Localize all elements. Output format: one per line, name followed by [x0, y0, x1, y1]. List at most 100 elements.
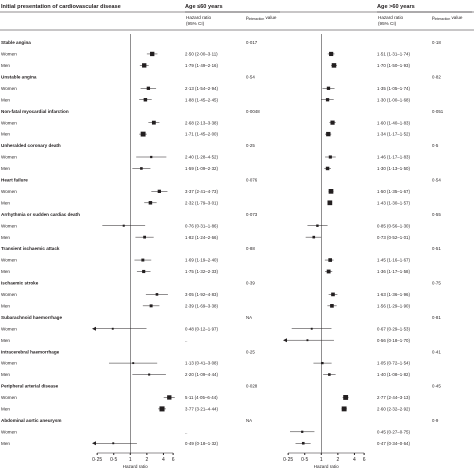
p-interaction-value: NA — [246, 315, 252, 320]
hazard-ratio-point — [151, 120, 156, 125]
hazard-ratio-value: 1·60 (1·40–1·83) — [377, 120, 410, 125]
hazard-ratio-point — [301, 430, 304, 433]
hazard-ratio-value: 1·63 (1·36–1·96) — [377, 292, 410, 297]
hazard-ratio-value: 2·68 (2·13–3·38) — [185, 120, 218, 125]
sex-label: Women — [1, 292, 17, 297]
sex-label: Women — [1, 189, 17, 194]
hazard-ratio-value: 3·77 (3·21–4·44) — [185, 407, 218, 412]
p-interaction-value: 0·88 — [246, 246, 255, 251]
hazard-ratio-value: 1·40 (1·08–1·82) — [377, 372, 410, 377]
x-tick-label: 1 — [320, 457, 323, 463]
p-interaction-value: 0·076 — [246, 178, 258, 183]
hazard-ratio-point — [132, 362, 135, 365]
hazard-ratio-value: .. — [185, 429, 187, 434]
ci-clip-arrow — [92, 441, 96, 446]
p-interaction-value: 0·25 — [246, 349, 255, 354]
sex-label: Men — [1, 407, 10, 412]
x-tick-label: 6 — [363, 457, 366, 463]
hazard-ratio-header: Hazard ratio — [378, 15, 403, 20]
hazard-ratio-point — [167, 395, 172, 400]
p-interaction-value: 0·54 — [432, 178, 441, 183]
p-suffix: value — [450, 15, 463, 20]
sex-label: Men — [1, 166, 10, 171]
hazard-ratio-point — [150, 155, 153, 159]
hazard-ratio-value: 2·40 (1·28–4·52) — [185, 155, 218, 160]
p-interaction-value: 0·41 — [432, 349, 441, 354]
hazard-ratio-point — [142, 269, 146, 274]
hazard-ratio-point — [343, 395, 349, 400]
hazard-ratio-point — [329, 51, 334, 57]
x-axis: 0·25 0·5 1 2 4 6 Hazard ratio — [92, 452, 175, 469]
p-interaction-value: 0·051 — [432, 109, 444, 114]
sex-label: Men — [1, 63, 10, 68]
x-axis: 0·25 0·5 1 2 4 6 Hazard ratio — [283, 452, 366, 469]
hazard-ratio-value: 1·51 (1·31–1·74) — [377, 52, 410, 57]
p-interaction-value: 0·028 — [246, 384, 258, 389]
outcome-label: Heart failure — [1, 178, 28, 183]
axis-layer: 0·25 0·5 1 2 4 6 Hazard ratio 0·25 0·5 1 2 4 6 Hazard… — [92, 452, 366, 469]
hazard-ratio-value: 5·11 (4·05–6·44) — [185, 395, 218, 400]
hazard-ratio-value: 0·76 (0·31–1·86) — [185, 223, 218, 228]
hazard-ratio-point — [111, 327, 114, 330]
hazard-ratio-point — [148, 373, 151, 376]
hazard-ratio-value: 1·56 (1·29–1·90) — [377, 303, 410, 308]
hazard-ratio-point — [326, 131, 331, 137]
p-letter: p — [432, 15, 435, 20]
p-interaction-value: 0·073 — [246, 212, 258, 217]
outcome-label: Stable angina — [1, 40, 31, 45]
outcome-label: Peripheral arterial disease — [1, 384, 59, 389]
hazard-ratio-value: 0·48 (0·12–1·97) — [185, 326, 218, 331]
hazard-ratio-point — [157, 189, 161, 193]
hazard-ratio-value: 0·47 (0·34–0·64) — [377, 441, 410, 446]
grid-layer — [130, 34, 322, 453]
hazard-ratio-value: 1·75 (1·32–2·33) — [185, 269, 218, 274]
sex-label: Men — [1, 303, 10, 308]
hazard-ratio-point — [148, 201, 153, 205]
sex-label: Women — [1, 155, 17, 160]
panel-title: Age ≤60 years — [185, 4, 223, 10]
hazard-ratio-value: 3·37 (2·41–4·73) — [185, 189, 218, 194]
hazard-ratio-value: 1·34 (1·17–1·52) — [377, 132, 410, 137]
hazard-ratio-value: 1·59 (1·09–2·32) — [185, 166, 218, 171]
ci-clip-arrow — [92, 326, 96, 331]
outcome-label: Unheralded coronary death — [1, 143, 61, 148]
hazard-ratio-point — [330, 304, 334, 308]
hazard-ratio-point — [122, 224, 125, 227]
hazard-ratio-point — [328, 189, 334, 194]
hazard-ratio-point — [301, 441, 305, 445]
sex-label: Women — [1, 120, 17, 125]
sex-label: Women — [1, 258, 17, 263]
p-interaction-value: 0·017 — [246, 40, 258, 45]
hazard-ratio-point — [316, 224, 319, 227]
p-interaction-value: 0·82 — [432, 74, 441, 79]
hazard-ratio-value: 2·39 (1·69–3·38) — [185, 303, 218, 308]
hazard-ratio-value: 0·73 (0·52–1·01) — [377, 235, 410, 240]
hazard-ratio-point — [155, 293, 159, 296]
p-interaction-value: 0·39 — [246, 281, 255, 286]
hazard-ratio-point — [146, 86, 151, 90]
hazard-ratio-point — [331, 292, 335, 297]
hazard-ratio-point — [328, 258, 333, 262]
outcome-label: Subarachnoid haemorrhage — [1, 315, 62, 320]
hazard-ratio-point — [141, 258, 145, 262]
x-tick-label: 0·5 — [301, 457, 308, 463]
p-interaction-value: 0·75 — [432, 281, 441, 286]
sex-label: Men — [1, 269, 10, 274]
marks-layer — [92, 51, 349, 446]
hazard-ratio-value: 1·36 (1·17–1·58) — [377, 269, 410, 274]
ci-header: (95% CI) — [378, 21, 397, 26]
x-axis-label: Hazard ratio — [314, 464, 339, 469]
hazard-ratio-value: 1·71 (1·45–2·00) — [185, 132, 218, 137]
hazard-ratio-point — [327, 200, 333, 206]
outcome-label: Abdominal aortic aneurysm — [1, 418, 62, 423]
hazard-ratio-point — [312, 235, 316, 239]
column-header: Initial presentation of cardiovascular d… — [1, 4, 121, 10]
x-tick-label: 4 — [353, 457, 356, 463]
hazard-ratio-point — [159, 406, 165, 412]
hazard-ratio-point — [143, 98, 148, 102]
hazard-ratio-value: 1·43 (1·30–1·57) — [377, 200, 410, 205]
hazard-ratio-value: 0·56 (0·18–1·70) — [377, 338, 410, 343]
sex-label: Women — [1, 395, 17, 400]
hazard-ratio-value: 2·20 (1·09–4·44) — [185, 372, 218, 377]
hazard-ratio-value: 1·79 (1·49–2·16) — [185, 63, 218, 68]
